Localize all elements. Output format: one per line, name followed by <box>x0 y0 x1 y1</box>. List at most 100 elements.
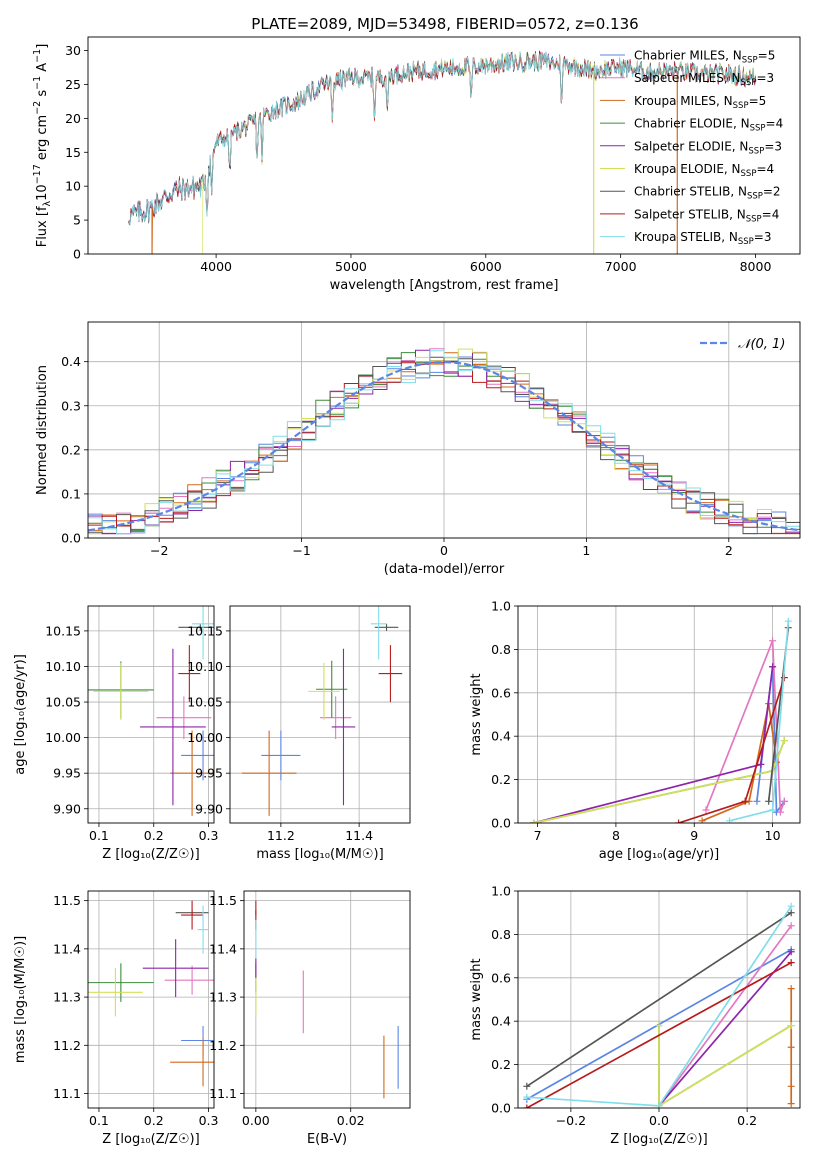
legend-label-sub: SSP <box>746 214 762 224</box>
weight-marker <box>726 817 733 823</box>
axes-frame: −0.2 0.0 0.2 0.0 0.2 0.4 0.6 0.8 1.0 Z [log₁₀(Z/Z… <box>469 884 801 1147</box>
axes-frame: 0.1 0.2 0.3 11.1 11.2 11.3 11.4 11.5 Z [log₁₀(Z/… <box>13 890 218 1147</box>
weight-marker <box>523 1104 531 1108</box>
y-tick-label: 1.0 <box>491 884 511 899</box>
y-tick-label: 10.05 <box>45 695 81 710</box>
weight-marker <box>523 1093 531 1101</box>
legend-label-name: Kroupa STELIB, N <box>634 230 738 244</box>
legend-label-name: Kroupa ELODIE, N <box>634 162 741 176</box>
mass-vs-metallicity-panel: 0.1 0.2 0.3 11.1 11.2 11.3 11.4 11.5 Z [log₁₀(Z/… <box>13 890 218 1147</box>
y-tick-label: 0.0 <box>491 1101 511 1116</box>
x-axis-label: mass [log₁₀(M/M☉)] <box>256 847 383 862</box>
x-axis-label: Z [log₁₀(Z/Z☉)] <box>102 847 199 862</box>
legend-label-count: =2 <box>763 185 781 199</box>
weight-marker <box>776 808 784 816</box>
legend-label: Chabrier MILES, NSSP=5 <box>634 49 775 66</box>
x-tick-label: 1 <box>582 543 590 558</box>
legend-label-sub: SSP <box>750 124 766 134</box>
weight-line-salpeter-elodie <box>658 951 792 1107</box>
weight-marker <box>769 637 777 645</box>
y-tick-label: 11.2 <box>209 1038 237 1053</box>
x-tick-label: 2 <box>725 543 733 558</box>
y-tick-label: 5 <box>73 213 81 228</box>
weight-marker <box>655 1022 663 1030</box>
legend-label: Salpeter STELIB, NSSP=4 <box>634 207 779 224</box>
y-tick-label: 25 <box>65 77 81 92</box>
y-tick-label: 11.4 <box>53 941 81 956</box>
x-tick-label: −1 <box>292 543 310 558</box>
y-tick-label: 0 <box>73 247 81 262</box>
legend-label-name: Chabrier MILES, N <box>634 49 742 63</box>
y-tick-label: 11.1 <box>53 1086 81 1101</box>
y-axis-label-part: ] <box>35 44 50 49</box>
normal-reference-curve <box>88 360 800 532</box>
y-tick-label: 0.4 <box>491 729 511 744</box>
y-tick-label: 0.3 <box>61 398 81 413</box>
y-tick-label: 10 <box>65 179 81 194</box>
y-axis-label: Flux [fλ10−17 erg cm−2 s−1 A−1] <box>32 44 53 248</box>
x-tick-label: 7000 <box>605 259 637 274</box>
mass-vs-extinction-panel: 0.00 0.02 11.1 11.2 11.3 11.4 11.5 E(B-V) <box>209 890 411 1147</box>
y-tick-label: 0.6 <box>491 970 511 985</box>
x-tick-label: 0.2 <box>737 1113 757 1128</box>
y-tick-label: 11.3 <box>209 990 237 1005</box>
residuals-panel: −2 −1 0 1 2 0.0 0.1 0.2 0.3 0.4 (data-model)/error… <box>35 321 801 577</box>
y-axis-label: Normed distribution <box>35 365 50 495</box>
y-axis-label-part: A <box>35 63 50 76</box>
plot-area <box>241 606 403 816</box>
y-axis-label-part: λ <box>42 200 53 206</box>
axes-border <box>243 890 411 1109</box>
x-axis-label: wavelength [Angstrom, rest frame] <box>330 278 559 293</box>
y-tick-label: 11.5 <box>53 893 81 908</box>
x-axis-label: Z [log₁₀(Z/Z☉)] <box>610 1132 707 1147</box>
axes-frame: 4000 5000 6000 7000 8000 0 5 10 15 20 25 30 waveleng… <box>65 36 801 293</box>
legend-label-count: =4 <box>766 117 784 131</box>
weight-marker <box>787 948 795 956</box>
weight-marker <box>787 922 795 930</box>
legend-label-name: Salpeter ELODIE, N <box>634 139 748 153</box>
weight-marker <box>787 985 795 993</box>
x-tick-label: 8 <box>612 828 620 843</box>
y-tick-label: 0.8 <box>491 927 511 942</box>
x-axis-label: E(B-V) <box>307 1132 347 1147</box>
legend-label-count: =5 <box>749 94 767 108</box>
y-tick-label: 10.05 <box>187 695 223 710</box>
plot-area <box>255 900 399 1099</box>
y-tick-label: 9.95 <box>53 766 81 781</box>
y-tick-label: 0.1 <box>61 486 81 501</box>
axes-border <box>87 36 801 255</box>
y-axis-label-part: 10 <box>35 184 50 201</box>
plot-area <box>128 50 756 254</box>
y-tick-label: 10.15 <box>45 623 81 638</box>
x-tick-label: 0.00 <box>242 1113 270 1128</box>
legend-label-count: =3 <box>764 139 782 153</box>
y-tick-label: 0.4 <box>61 354 81 369</box>
weight-marker <box>787 959 795 967</box>
weight-marker <box>530 819 538 823</box>
legend-label-name: Chabrier ELODIE, N <box>634 117 750 131</box>
y-tick-label: 9.90 <box>195 801 223 816</box>
weight-line-chabrier-stelib <box>526 911 792 1088</box>
weight-marker <box>523 1082 531 1090</box>
y-axis-label-part: −1 <box>32 76 43 90</box>
legend-label-sub: SSP <box>733 101 749 111</box>
x-tick-label: 0.0 <box>649 1113 669 1128</box>
x-tick-label: 0.02 <box>337 1113 365 1128</box>
weight-marker <box>698 817 706 823</box>
x-tick-label: 0.2 <box>144 1113 164 1128</box>
x-tick-label: 10 <box>765 828 781 843</box>
y-axis-label-part: −2 <box>32 101 43 115</box>
weight-marker <box>753 797 761 805</box>
x-tick-label: 5000 <box>335 259 367 274</box>
x-tick-label: 4000 <box>200 259 232 274</box>
y-tick-label: 9.95 <box>195 766 223 781</box>
weight-marker <box>787 1100 795 1108</box>
axes-border <box>517 605 801 824</box>
axes-frame: 11.2 11.4 9.90 9.95 10.00 10.05 10.10 10.15 mass… <box>187 605 411 862</box>
weight-marker <box>787 1022 795 1030</box>
y-axis-label: age [log₁₀(age/yr)] <box>13 654 28 775</box>
y-tick-label: 11.5 <box>209 893 237 908</box>
y-tick-label: 10.10 <box>45 659 81 674</box>
figure-title: PLATE=2089, MJD=53498, FIBERID=0572, z=0… <box>251 15 638 33</box>
y-tick-label: 11.2 <box>53 1038 81 1053</box>
